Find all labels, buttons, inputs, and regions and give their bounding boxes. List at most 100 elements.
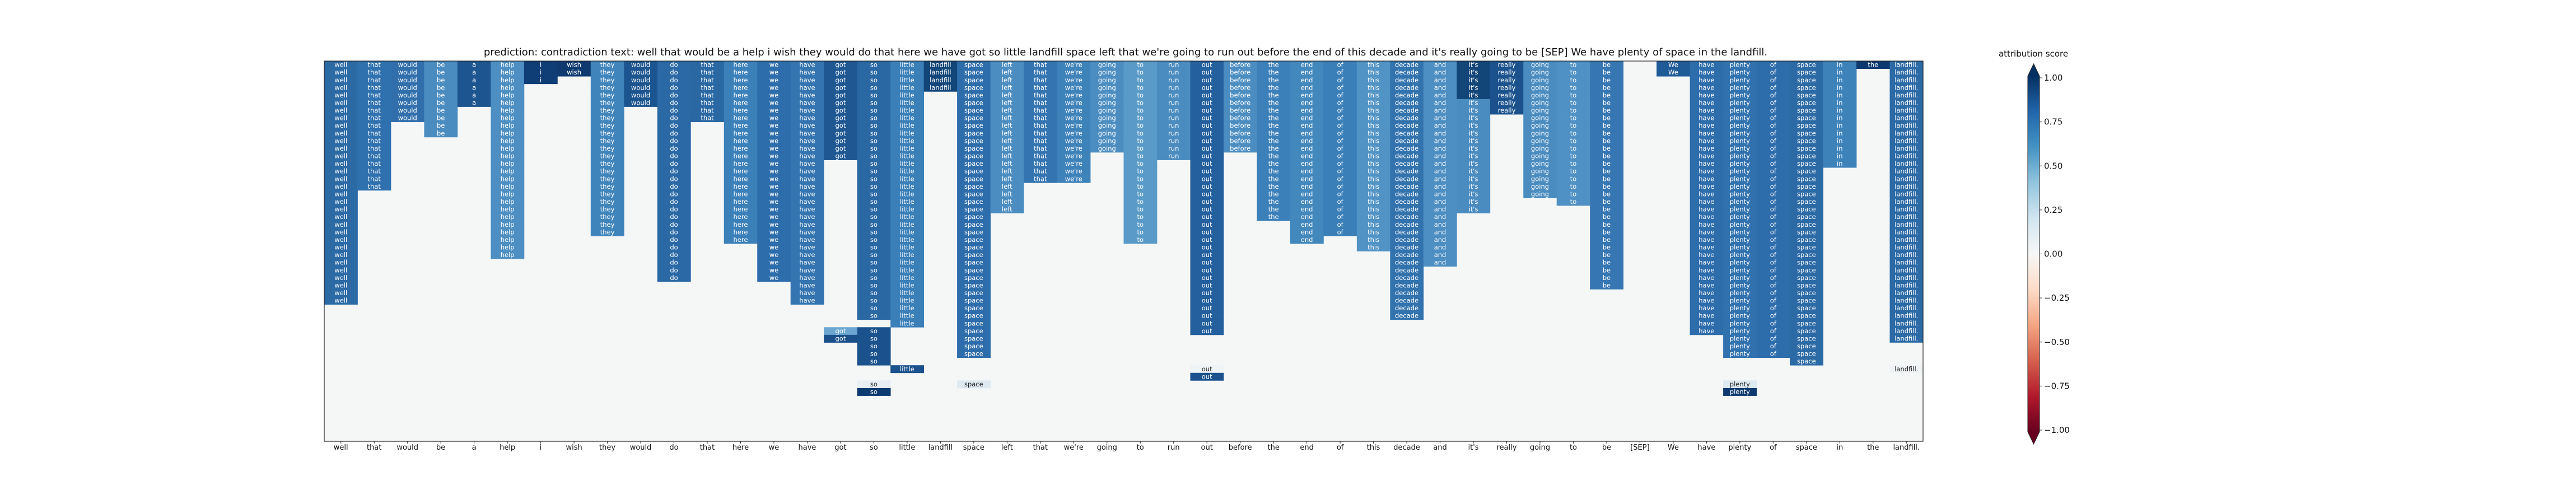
heatmap-cell-label: little	[900, 144, 914, 152]
heatmap-cell-label: little	[900, 297, 914, 305]
heatmap-cell-label: space	[1797, 274, 1816, 282]
heatmap-cell-label: so	[870, 83, 878, 91]
heatmap-cell	[457, 83, 491, 92]
heatmap-cell	[1823, 91, 1857, 100]
heatmap-cell-label: little	[900, 83, 914, 91]
heatmap-cell-label: little	[900, 114, 914, 122]
heatmap-cell-label: little	[900, 91, 914, 99]
heatmap-cell-label: plenty	[1730, 198, 1750, 206]
heatmap-cell	[1790, 251, 1823, 259]
heatmap-cell-label: space	[964, 289, 983, 297]
heatmap-cell	[1523, 91, 1557, 100]
heatmap-cell-label: left	[1002, 68, 1012, 76]
heatmap-cell	[1390, 266, 1424, 274]
heatmap-cell-label: landfill	[930, 76, 951, 84]
heatmap-cell-label: landfill.	[1894, 334, 1918, 342]
heatmap-cell	[1156, 152, 1191, 160]
heatmap-cell	[1190, 365, 1224, 374]
heatmap-cell-label: we	[769, 228, 778, 236]
heatmap-cell-label: end	[1301, 144, 1313, 152]
heatmap-cell	[1889, 99, 1924, 107]
x-tick-label: of	[1770, 444, 1777, 452]
heatmap-cell-label: left	[1002, 206, 1012, 213]
heatmap-cell-label: be	[1603, 259, 1611, 267]
heatmap-cell	[1390, 304, 1424, 312]
heatmap-cell-label: run	[1168, 137, 1179, 144]
heatmap-cell	[1123, 175, 1158, 183]
heatmap-cell	[1523, 122, 1557, 130]
heatmap-cell-label: it's	[1469, 83, 1478, 91]
heatmap-cell-label: this	[1368, 106, 1379, 114]
colorbar-tick-label: 0.00	[2044, 249, 2062, 259]
heatmap-cell-label: that	[1034, 167, 1047, 175]
heatmap-cell-label: plenty	[1730, 183, 1750, 190]
heatmap-cell-label: of	[1770, 228, 1777, 236]
heatmap-cell	[957, 190, 991, 198]
heatmap-cell-label: to	[1137, 198, 1144, 206]
heatmap-cell-label: run	[1168, 122, 1179, 129]
heatmap-cell	[1723, 266, 1757, 274]
heatmap-cell	[724, 129, 758, 138]
heatmap-cell	[990, 190, 1024, 198]
heatmap-cell	[757, 106, 791, 115]
heatmap-cell	[890, 83, 925, 92]
heatmap-cell	[1423, 259, 1457, 267]
heatmap-cell-label: landfill.	[1894, 99, 1918, 106]
heatmap-cell-label: little	[900, 244, 914, 251]
heatmap-cell-label: here	[734, 91, 748, 99]
heatmap-cell-label: have	[1698, 206, 1714, 213]
heatmap-cell	[790, 83, 824, 92]
heatmap-cell	[1790, 357, 1823, 366]
heatmap-cell	[1756, 160, 1790, 168]
heatmap-cell-label: really	[1498, 99, 1516, 106]
heatmap-cell	[1756, 251, 1790, 259]
heatmap-cell	[324, 76, 358, 85]
heatmap-cell-label: here	[734, 152, 748, 160]
heatmap-cell	[1323, 68, 1357, 77]
heatmap-cell-label: out	[1202, 129, 1212, 137]
heatmap-cell	[1356, 91, 1390, 100]
heatmap-cell-label: they	[600, 183, 615, 190]
heatmap-cell	[1123, 206, 1158, 213]
heatmap-cell	[491, 83, 525, 92]
heatmap-cell	[1457, 91, 1491, 100]
x-tick-label: so	[870, 444, 878, 452]
heatmap-cell-label: landfill.	[1894, 61, 1918, 69]
heatmap-cell	[1223, 129, 1257, 138]
heatmap-cell-label: landfill.	[1894, 175, 1918, 183]
heatmap-cell	[857, 228, 891, 236]
heatmap-cell-label: it's	[1469, 61, 1478, 69]
heatmap-cell	[890, 167, 925, 176]
heatmap-cell	[790, 61, 824, 69]
heatmap-cell	[357, 83, 391, 92]
heatmap-cell	[990, 129, 1024, 138]
heatmap-cell-label: help	[501, 91, 515, 99]
heatmap-cell-label: be	[437, 129, 445, 137]
plot-frame	[324, 60, 1924, 442]
heatmap-cell-label: to	[1137, 144, 1144, 152]
heatmap-cell-label: landfill	[930, 68, 951, 76]
heatmap-cell-label: got	[835, 91, 846, 99]
heatmap-cell	[1490, 68, 1524, 77]
heatmap-cell-label: this	[1368, 61, 1379, 69]
heatmap-cell	[923, 83, 958, 92]
heatmap-cell-label: have	[799, 297, 815, 305]
heatmap-cell-label: plenty	[1730, 221, 1750, 228]
heatmap-cell-label: plenty	[1730, 68, 1750, 76]
heatmap-cell	[324, 198, 358, 206]
heatmap-cell-label: decade	[1395, 99, 1418, 106]
heatmap-cell	[1190, 144, 1224, 153]
heatmap-cell	[824, 144, 858, 153]
heatmap-cell-label: landfill.	[1894, 259, 1918, 267]
heatmap-cell-label: so	[870, 198, 878, 206]
heatmap-cell	[590, 198, 624, 206]
heatmap-cell-label: end	[1301, 152, 1313, 160]
heatmap-cell-label: have	[799, 83, 815, 91]
heatmap-cell-label: space	[964, 175, 983, 183]
heatmap-cell-label: well	[334, 152, 347, 160]
heatmap-cell-label: plenty	[1730, 114, 1750, 122]
heatmap-cell-label: they	[600, 99, 615, 106]
heatmap-cell	[1390, 167, 1424, 176]
heatmap-cell-label: here	[734, 68, 748, 76]
heatmap-cell-label: little	[900, 198, 914, 206]
